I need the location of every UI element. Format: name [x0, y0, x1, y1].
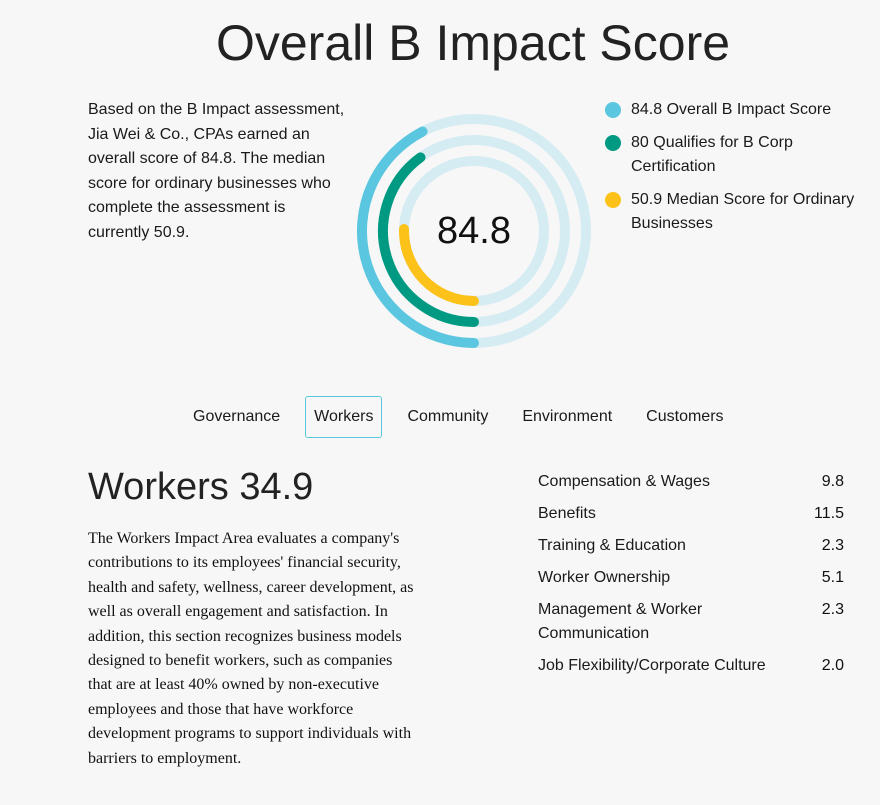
score-row-flexibility: Job Flexibility/Corporate Culture 2.0 [538, 654, 844, 678]
intro-text: Based on the B Impact assessment, Jia We… [88, 101, 345, 241]
score-label: Job Flexibility/Corporate Culture [538, 657, 766, 674]
circle-dot-icon [605, 134, 621, 151]
score-label: Worker Ownership [538, 569, 671, 586]
score-label: Training & Education [538, 537, 686, 554]
page-title: Overall B Impact Score [215, 15, 731, 71]
legend-label: 84.8 Overall B Impact Score [631, 101, 832, 118]
score-value: 2.0 [821, 657, 844, 674]
gauge-center-value: 84.8 [437, 209, 511, 252]
legend-label: 50.9 Median Score for Ordinary Businesse… [631, 190, 855, 233]
section-description: The Workers Impact Area evaluates a comp… [88, 530, 414, 767]
score-legend: 84.8 Overall B Impact Score 80 Qualifies… [605, 98, 865, 245]
section-title: Workers 34.9 [88, 466, 314, 508]
score-value: 2.3 [821, 537, 844, 554]
score-row-management: Management & Worker Communication 2.3 [538, 598, 844, 646]
impact-area-tabs: Governance Workers Community Environment… [184, 396, 749, 438]
score-gauge: 84.8 [356, 113, 592, 349]
legend-item-overall: 84.8 Overall B Impact Score [605, 98, 865, 123]
gauge-svg [357, 114, 591, 348]
circle-dot-icon [605, 191, 621, 208]
score-value: 11.5 [814, 505, 844, 522]
score-label: Management & Worker Communication [538, 601, 703, 642]
circle-dot-icon [605, 102, 621, 118]
gauge-arc-median [399, 224, 479, 306]
score-row-training: Training & Education 2.3 [538, 534, 844, 558]
tab-community[interactable]: Community [407, 408, 489, 425]
score-label: Compensation & Wages [538, 473, 710, 490]
gauge-arc-qualifies [378, 152, 479, 327]
score-value: 9.8 [821, 473, 844, 490]
score-row-ownership: Worker Ownership 5.1 [538, 566, 844, 590]
score-label: Benefits [538, 505, 596, 522]
score-breakdown-list: Compensation & Wages 9.8 Benefits 11.5 T… [538, 470, 844, 686]
legend-label: 80 Qualifies for B Corp Certification [631, 133, 793, 176]
score-row-compensation: Compensation & Wages 9.8 [538, 470, 844, 494]
tab-workers[interactable]: Workers [305, 396, 383, 438]
legend-item-qualifies: 80 Qualifies for B Corp Certification [605, 131, 865, 180]
legend-item-median: 50.9 Median Score for Ordinary Businesse… [605, 188, 865, 237]
tab-customers[interactable]: Customers [646, 408, 724, 425]
score-value: 5.1 [821, 569, 844, 586]
tab-governance[interactable]: Governance [193, 408, 281, 425]
score-value: 2.3 [821, 601, 844, 618]
tab-environment[interactable]: Environment [522, 408, 613, 425]
score-row-benefits: Benefits 11.5 [538, 502, 844, 526]
gauge-arc-overall [357, 126, 479, 348]
